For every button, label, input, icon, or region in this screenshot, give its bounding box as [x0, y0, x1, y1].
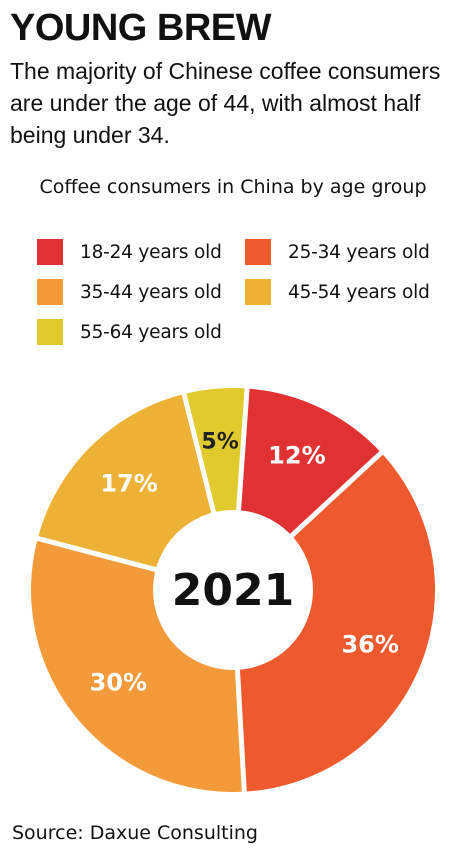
legend-item-18-24: 18-24 years old [37, 239, 222, 265]
slice-label-55-64: 5% [201, 430, 238, 455]
legend-swatch-45-54 [245, 279, 271, 305]
legend-item-45-54: 45-54 years old [245, 279, 430, 305]
donut-center-hole [153, 510, 313, 670]
legend-label-45-54: 45-54 years old [288, 281, 430, 303]
legend-item-35-44: 35-44 years old [37, 279, 222, 305]
source-note: Source: Daxue Consulting [12, 822, 258, 844]
legend-swatch-25-34 [245, 239, 271, 265]
deck-subtitle: The majority of Chinese coffee consumers… [10, 58, 441, 148]
slice-label-35-44: 30% [90, 669, 147, 697]
legend-swatch-55-64 [37, 319, 63, 345]
slice-label-45-54: 17% [100, 470, 157, 498]
slice-label-18-24: 12% [268, 442, 325, 470]
legend-label-55-64: 55-64 years old [80, 321, 222, 343]
legend-swatch-18-24 [37, 239, 63, 265]
slice-labels: 12% 36% 30% 17% 5% [90, 430, 399, 697]
donut-slice-25-34 [233, 452, 435, 792]
slice-label-25-34: 36% [341, 630, 398, 658]
legend-label-18-24: 18-24 years old [80, 241, 222, 263]
headline: YOUNG BREW [10, 7, 272, 49]
legend-item-25-34: 25-34 years old [245, 239, 430, 265]
chart-title: Coffee consumers in China by age group [39, 176, 427, 198]
legend-swatch-35-44 [37, 279, 63, 305]
legend-item-55-64: 55-64 years old [37, 319, 222, 345]
legend-label-35-44: 35-44 years old [80, 281, 222, 303]
legend-label-25-34: 25-34 years old [288, 241, 430, 263]
center-year-label: 2021 [172, 565, 294, 616]
